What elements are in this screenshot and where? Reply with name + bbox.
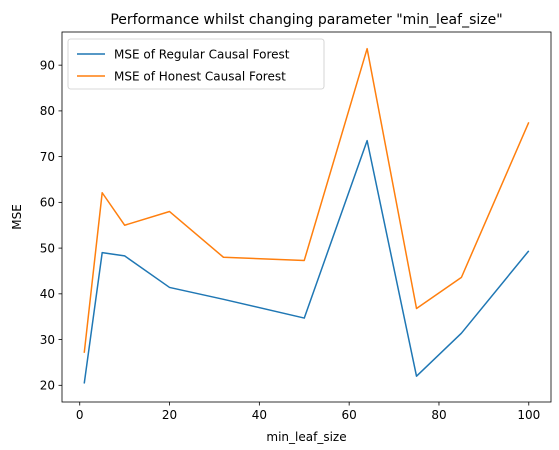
legend-box (67, 38, 325, 90)
chart-title: Performance whilst changing parameter "m… (110, 12, 502, 28)
x-tick-label: 0 (76, 408, 84, 422)
x-tick-label: 40 (252, 408, 267, 422)
x-axis-label: min_leaf_size (266, 430, 346, 444)
plot-frame (61, 31, 552, 403)
y-tick-label: 80 (40, 104, 55, 118)
x-tick-label: 60 (342, 408, 357, 422)
y-tick-label: 70 (40, 150, 55, 164)
legend-label-2: MSE of Honest Causal Forest (114, 69, 286, 83)
legend-label-1: MSE of Regular Causal Forest (114, 47, 290, 61)
y-tick-label: 40 (40, 287, 55, 301)
x-tick-label: 20 (162, 408, 177, 422)
y-tick-label: 50 (40, 241, 55, 255)
series-line-1 (83, 139, 530, 384)
x-tick-label: 100 (517, 408, 540, 422)
series-line-2 (83, 47, 530, 353)
y-tick-label: 20 (40, 379, 55, 393)
plot-area: 0 20 40 60 80 100 20 30 40 50 60 70 80 90 MSE of Regul… (40, 31, 552, 422)
y-axis-label: MSE (10, 204, 24, 230)
y-tick-label: 60 (40, 196, 55, 210)
x-tick-label: 80 (431, 408, 446, 422)
y-tick-label: 30 (40, 333, 55, 347)
y-tick-label: 90 (40, 58, 55, 72)
